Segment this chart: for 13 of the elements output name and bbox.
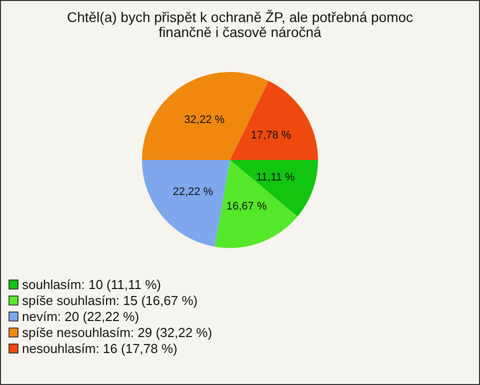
chart-title: Chtěl(a) bych přispět k ochraně ŽP, ale potřebná pomoc finančně i časově náročná [66,9,414,40]
data-label: 17,78 % [250,129,292,142]
legend-label: nevím: 20 (22,22 %) [22,309,140,324]
data-label: 32,22 % [184,114,225,126]
legend-label: spíše nesouhlasím: 29 (32,22 %) [22,325,212,340]
pie-slice [214,160,298,248]
data-label: 22,22 % [172,186,214,198]
legend-label: nesouhlasím: 16 (17,78 %) [22,341,178,356]
legend-label: souhlasím: 10 (11,11 %) [22,277,161,292]
data-label: 11,11 % [256,172,296,184]
data-label: 16,67 % [226,200,267,212]
pie-slice [230,80,318,160]
legend-label: spíše souhlasím: 15 (16,67 %) [22,293,198,308]
